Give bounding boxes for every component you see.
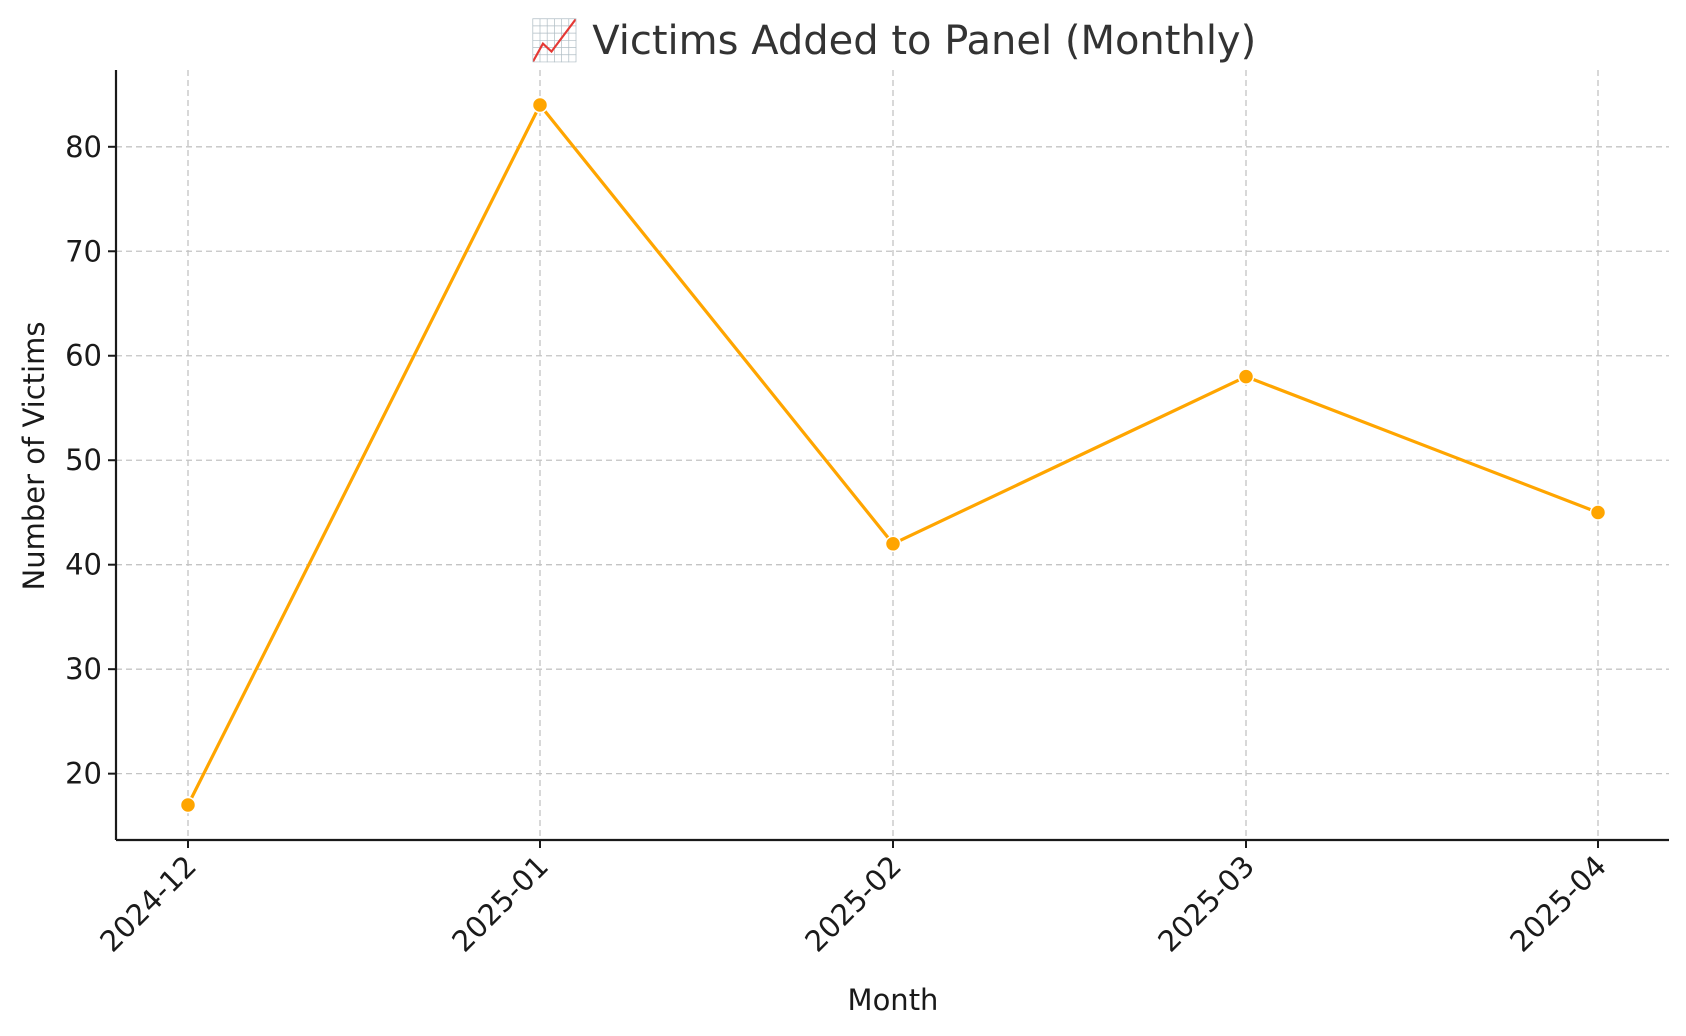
grid <box>116 70 1669 840</box>
y-tick-label: 50 <box>65 443 102 477</box>
y-axis-ticks: 20 30 40 50 60 70 80 <box>65 130 116 791</box>
chart-title: 📈 Victims Added to Panel (Monthly) <box>530 17 1256 64</box>
y-axis-label: Number of Victims <box>17 322 51 591</box>
y-tick-label: 20 <box>65 757 102 791</box>
x-tick-label: 2025-03 <box>1151 849 1261 959</box>
x-tick-label: 2025-04 <box>1503 849 1613 959</box>
data-point <box>884 535 902 553</box>
x-tick-label: 2025-02 <box>798 849 908 959</box>
x-axis-ticks: 2024-12 2025-01 2025-02 2025-03 2025-04 <box>93 840 1613 959</box>
x-tick-label: 2024-12 <box>93 849 203 959</box>
data-point <box>179 796 197 814</box>
data-point <box>531 96 549 114</box>
data-point <box>1237 368 1255 385</box>
series-group <box>179 96 1607 814</box>
y-tick-label: 60 <box>65 339 102 373</box>
data-point <box>1589 504 1607 521</box>
x-tick-label: 2025-01 <box>445 849 555 959</box>
y-tick-label: 30 <box>65 652 102 686</box>
y-tick-label: 80 <box>65 130 102 164</box>
y-tick-label: 40 <box>65 548 102 582</box>
y-tick-label: 70 <box>65 234 102 268</box>
x-axis-label: Month <box>848 983 939 1017</box>
